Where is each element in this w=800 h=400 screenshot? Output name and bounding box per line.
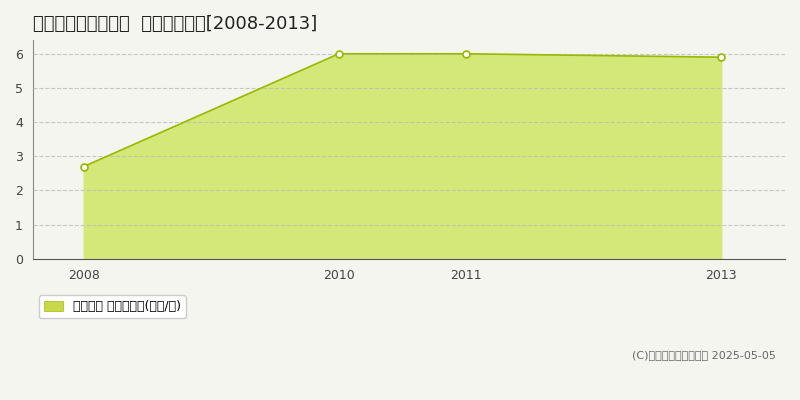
Point	[715, 54, 728, 60]
Text: (C)土地価格ドットコム 2025-05-05: (C)土地価格ドットコム 2025-05-05	[632, 350, 776, 360]
Text: 東田川郡三川町神花  土地価格推移[2008-2013]: 東田川郡三川町神花 土地価格推移[2008-2013]	[33, 15, 317, 33]
Legend: 土地価格 平均坪単価(万円/坪): 土地価格 平均坪単価(万円/坪)	[39, 295, 186, 318]
Point	[332, 50, 345, 57]
Point	[78, 163, 90, 170]
Point	[460, 50, 473, 57]
